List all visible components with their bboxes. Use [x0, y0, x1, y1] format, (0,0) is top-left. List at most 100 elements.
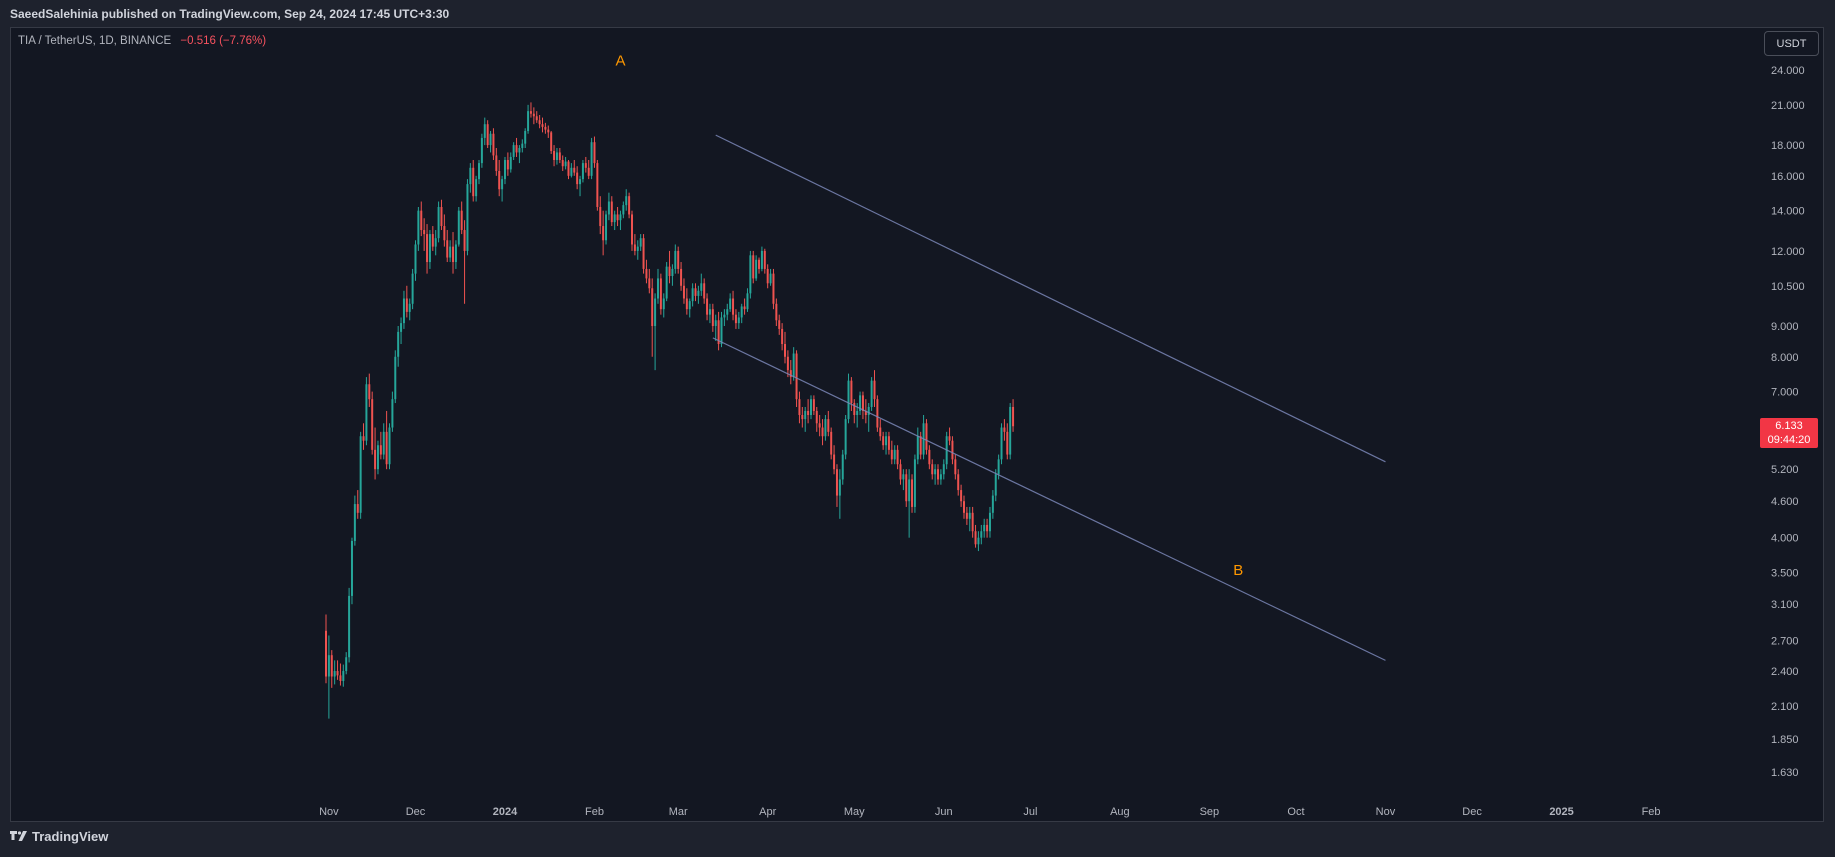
- candle-body: [475, 179, 478, 197]
- x-tick-label: Sep: [1200, 806, 1220, 818]
- y-tick-label: 12.000: [1771, 246, 1805, 258]
- candle-body: [527, 111, 530, 131]
- x-tick-label: 2025: [1549, 806, 1573, 818]
- y-tick-label: 24.000: [1771, 65, 1805, 77]
- candle-body: [339, 675, 342, 681]
- candle-body: [688, 301, 691, 310]
- candle-body: [760, 250, 763, 269]
- candle-body: [555, 152, 558, 161]
- candle-body: [547, 129, 550, 133]
- candle-body: [654, 298, 657, 327]
- candle-body: [486, 124, 489, 146]
- candle-body: [400, 323, 403, 332]
- footer: [0, 823, 1835, 857]
- candle-body: [376, 445, 379, 470]
- x-tick-label: Feb: [585, 806, 604, 818]
- candle-body: [532, 113, 535, 117]
- candle-body: [807, 410, 810, 416]
- candle-body: [763, 250, 766, 269]
- candle-body: [890, 449, 893, 460]
- candle-body: [685, 298, 688, 310]
- candle-body: [682, 285, 685, 299]
- candle-body: [359, 436, 362, 513]
- x-tick-label: Dec: [406, 806, 426, 818]
- candle-body: [882, 436, 885, 446]
- candle-body: [879, 427, 882, 437]
- candle-body: [937, 469, 940, 480]
- candle-body: [509, 156, 512, 170]
- candle-body: [651, 288, 654, 327]
- candle-body: [784, 344, 787, 357]
- candle-body: [781, 328, 784, 345]
- y-tick-label: 16.000: [1771, 171, 1805, 183]
- symbol-label: TIA / TetherUS, 1D, BINANCE: [18, 35, 172, 47]
- candle-body: [368, 384, 371, 400]
- candle-body: [668, 266, 671, 277]
- candle-body: [605, 214, 608, 241]
- candle-body: [325, 630, 327, 677]
- candle-body: [916, 436, 919, 460]
- candle-body: [330, 655, 333, 677]
- candle-body: [610, 201, 613, 223]
- symbol-legend[interactable]: TIA / TetherUS, 1D, BINANCE −0.516 (−7.7…: [18, 35, 266, 47]
- candle-body: [694, 288, 697, 296]
- candle-body: [506, 160, 509, 170]
- candle-body: [529, 111, 532, 114]
- candle-body: [665, 266, 668, 299]
- candle-body: [1003, 427, 1006, 432]
- candle-body: [648, 278, 651, 289]
- y-tick-label: 1.630: [1771, 767, 1799, 779]
- publisher-line: SaeedSalehinia published on TradingView.…: [10, 7, 450, 21]
- candle-body: [348, 595, 351, 658]
- candle-body: [365, 384, 368, 441]
- currency-button[interactable]: USDT: [1764, 31, 1819, 56]
- y-tick-label: 10.500: [1771, 281, 1805, 293]
- y-tick-label: 8.000: [1771, 352, 1799, 364]
- candle-body: [708, 309, 711, 315]
- candle-body: [997, 459, 1000, 475]
- candle-body: [402, 298, 405, 324]
- candle-body: [847, 380, 850, 420]
- candle-body: [911, 479, 914, 507]
- candle-body: [411, 273, 414, 304]
- candle-body: [677, 250, 680, 269]
- x-tick-label: Nov: [1376, 806, 1396, 818]
- candle-body: [503, 160, 506, 180]
- last-price-value: 6.133: [1775, 420, 1803, 432]
- candle-body: [928, 449, 931, 465]
- y-tick-label: 5.200: [1771, 464, 1799, 476]
- candle-body: [423, 230, 426, 235]
- candle-body: [642, 238, 645, 269]
- candle-body: [391, 399, 394, 428]
- candle-body: [515, 145, 518, 153]
- tradingview-logo[interactable]: TradingView: [10, 829, 108, 844]
- candle-body: [573, 167, 576, 173]
- chart-area[interactable]: [10, 27, 1824, 822]
- annotation-b: B: [1233, 562, 1243, 579]
- candle-body: [795, 353, 798, 400]
- x-tick-label: Apr: [759, 806, 776, 818]
- candle-body: [856, 410, 859, 416]
- x-tick-label: 2024: [493, 806, 518, 818]
- candle-body: [859, 395, 862, 411]
- candle-body: [977, 537, 980, 545]
- candle-body: [691, 288, 694, 302]
- candle-body: [659, 278, 662, 310]
- candle-body: [483, 124, 486, 138]
- candle-body: [662, 298, 665, 310]
- y-tick-label: 2.100: [1771, 701, 1799, 713]
- candle-body: [732, 298, 735, 315]
- candle-body: [625, 196, 628, 206]
- candle-body: [521, 143, 524, 149]
- candle-body: [971, 512, 974, 532]
- y-tick-label: 14.000: [1771, 206, 1805, 218]
- candle-body: [616, 214, 619, 221]
- candle-body: [417, 210, 420, 245]
- candle-body: [350, 540, 353, 596]
- candle-body: [717, 320, 720, 345]
- candle-body: [769, 273, 772, 284]
- candle-body: [558, 152, 561, 161]
- x-tick-label: Jun: [935, 806, 953, 818]
- candle-body: [818, 423, 821, 428]
